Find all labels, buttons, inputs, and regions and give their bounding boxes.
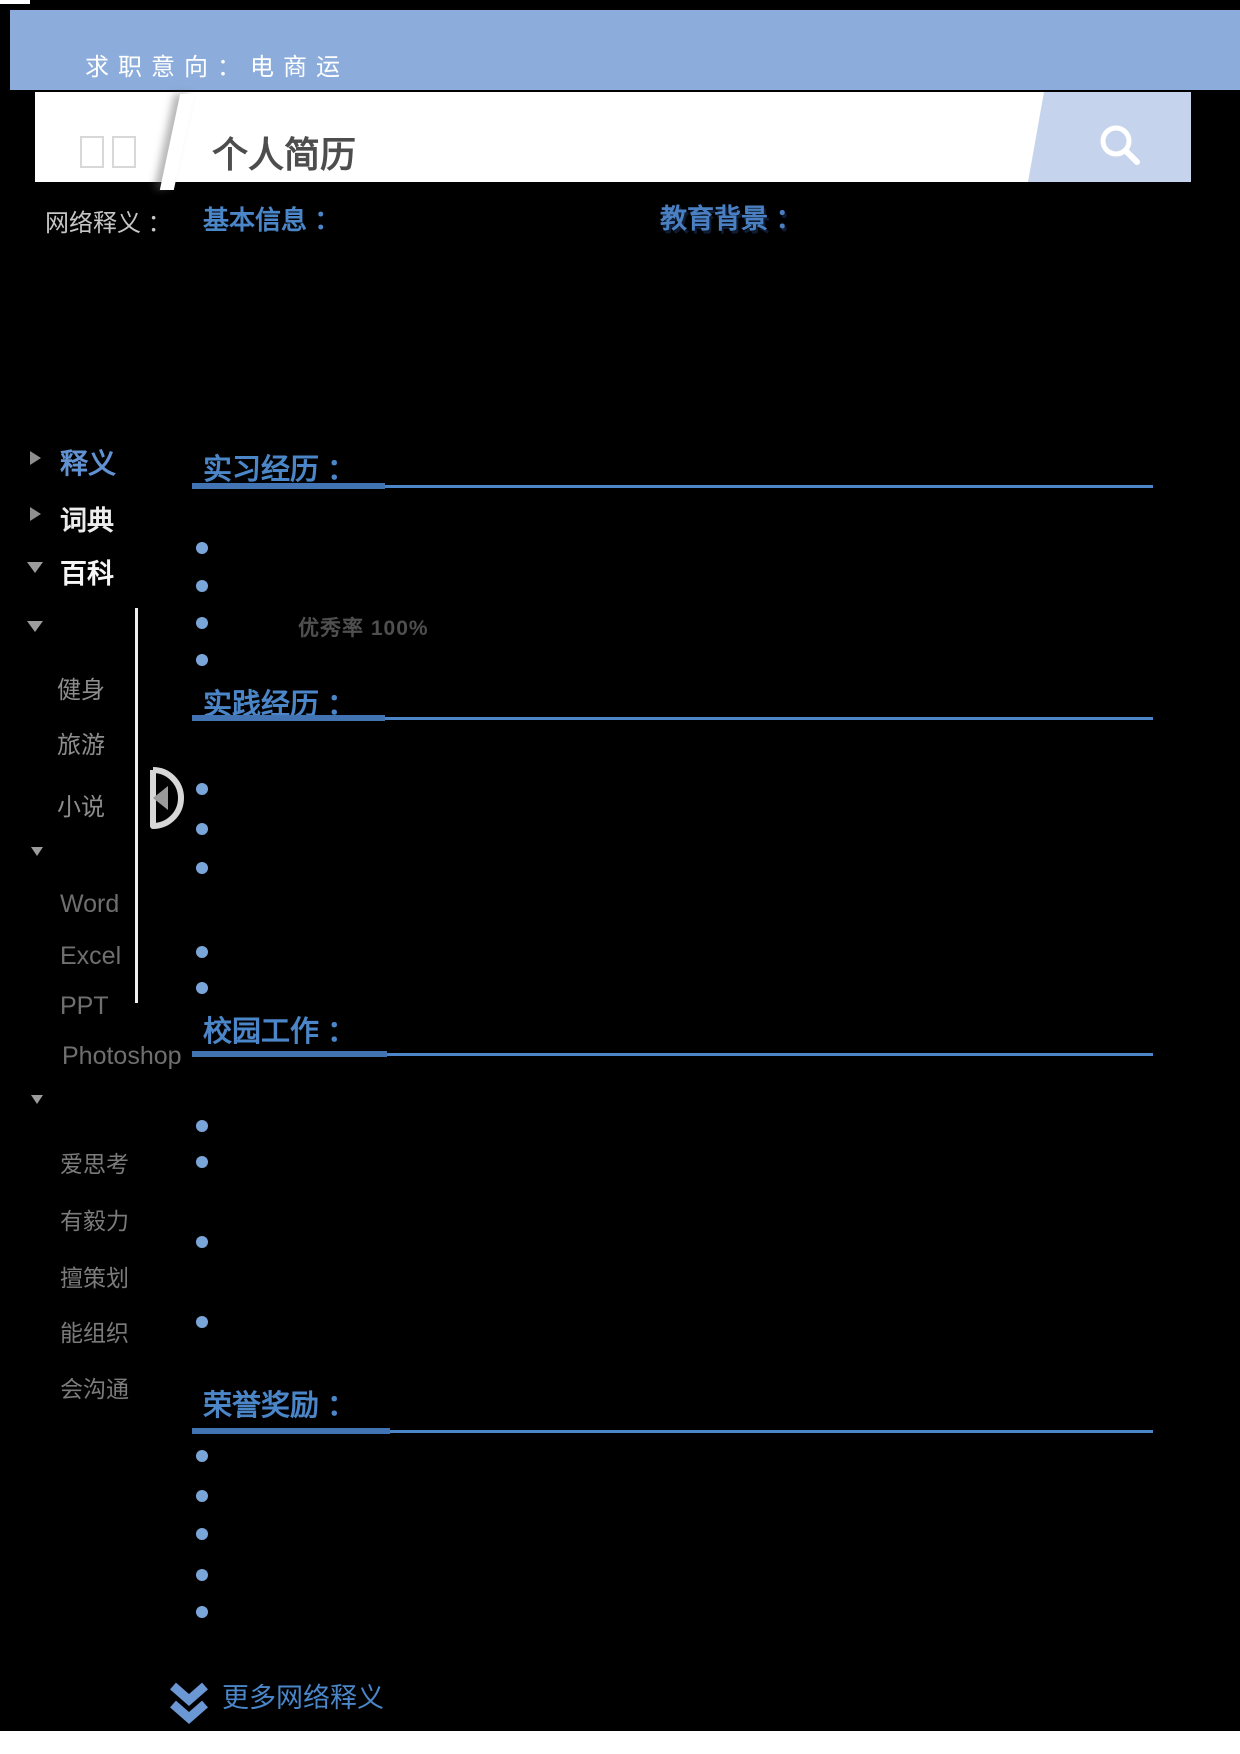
section-underline <box>192 485 1153 488</box>
bullet-dot <box>196 654 208 666</box>
tab-education[interactable]: 教育背景 ： <box>660 204 803 234</box>
bullet-dot <box>196 1156 208 1168</box>
section-underline-accent <box>192 1428 390 1434</box>
excellence-rate-note: 优秀率 100% <box>298 617 429 640</box>
tab-basic-info[interactable]: 基本信息 ： <box>203 205 341 235</box>
logo-placeholder-icon <box>80 136 104 168</box>
bullet-dot <box>196 542 208 554</box>
sidebar-item-novel[interactable]: 小说 <box>57 794 105 821</box>
triangle-right-icon[interactable] <box>30 507 41 521</box>
page-corner-sliver <box>0 0 30 4</box>
more-definitions-link[interactable]: 更多网络释义 <box>222 1683 384 1713</box>
sidebar-item-ppt[interactable]: PPT <box>60 992 109 1020</box>
triangle-down-icon[interactable] <box>31 847 43 856</box>
triangle-down-icon[interactable] <box>27 562 43 573</box>
job-intention-text: 求职意向：电商运 <box>85 54 349 81</box>
sidebar-item-definition[interactable]: 释义 <box>60 448 117 479</box>
bullet-dot <box>196 862 208 874</box>
bullet-dot <box>196 1450 208 1462</box>
search-icon[interactable] <box>1096 120 1144 168</box>
bullet-dot <box>196 580 208 592</box>
sidebar-item-excel[interactable]: Excel <box>60 942 122 970</box>
sidebar-item-dictionary[interactable]: 词典 <box>60 506 114 536</box>
triangle-right-icon[interactable] <box>30 451 41 465</box>
bullet-dot <box>196 1528 208 1540</box>
double-chevron-down-icon[interactable] <box>168 1682 210 1726</box>
sidebar-divider-line <box>135 608 138 1003</box>
pronounce-audio-icon[interactable] <box>142 764 186 832</box>
bullet-dot <box>196 1606 208 1618</box>
search-bar <box>35 92 1191 182</box>
search-button[interactable] <box>1028 92 1191 182</box>
triangle-down-icon[interactable] <box>31 1095 43 1104</box>
section-underline <box>192 1053 1153 1056</box>
bottom-white-strip <box>0 1731 1240 1754</box>
section-underline-accent <box>192 715 385 721</box>
section-underline <box>192 717 1153 720</box>
section-underline-accent <box>192 1051 387 1057</box>
bullet-dot <box>196 946 208 958</box>
section-title-campus-work: 校园工作 ： <box>203 1016 357 1048</box>
section-underline-accent <box>192 483 385 489</box>
bullet-dot <box>196 1490 208 1502</box>
bullet-dot <box>196 1236 208 1248</box>
sidebar-item-travel[interactable]: 旅游 <box>57 732 105 759</box>
bullet-dot <box>196 982 208 994</box>
bullet-dot <box>196 823 208 835</box>
sidebar-item-perseverance[interactable]: 有毅力 <box>60 1208 129 1234</box>
web-definition-label: 网络释义 ： <box>45 210 172 237</box>
bullet-dot <box>196 1120 208 1132</box>
section-title-honors-awards: 荣誉奖励 ： <box>203 1390 357 1422</box>
sidebar-item-encyclopedia[interactable]: 百科 <box>60 559 114 589</box>
searched-word: 个人简历 <box>212 134 357 175</box>
sidebar-item-planning[interactable]: 擅策划 <box>60 1265 129 1291</box>
sidebar-item-word[interactable]: Word <box>60 890 120 918</box>
section-title-internship-experience: 实习经历 ： <box>203 454 357 486</box>
section-underline <box>192 1430 1153 1433</box>
top-banner: 求职意向：电商运 <box>10 10 1240 90</box>
bullet-dot <box>196 1569 208 1581</box>
sidebar-item-fitness[interactable]: 健身 <box>57 677 105 704</box>
bullet-dot <box>196 1316 208 1328</box>
sidebar-item-organizing[interactable]: 能组织 <box>60 1320 129 1346</box>
triangle-down-icon[interactable] <box>27 621 43 632</box>
bullet-dot <box>196 783 208 795</box>
logo-placeholder-icon <box>112 136 136 168</box>
sidebar-item-communication[interactable]: 会沟通 <box>60 1376 129 1402</box>
bullet-dot <box>196 617 208 629</box>
sidebar-item-photoshop[interactable]: Photoshop <box>62 1042 182 1070</box>
sidebar-item-thinker[interactable]: 爱思考 <box>60 1151 129 1177</box>
